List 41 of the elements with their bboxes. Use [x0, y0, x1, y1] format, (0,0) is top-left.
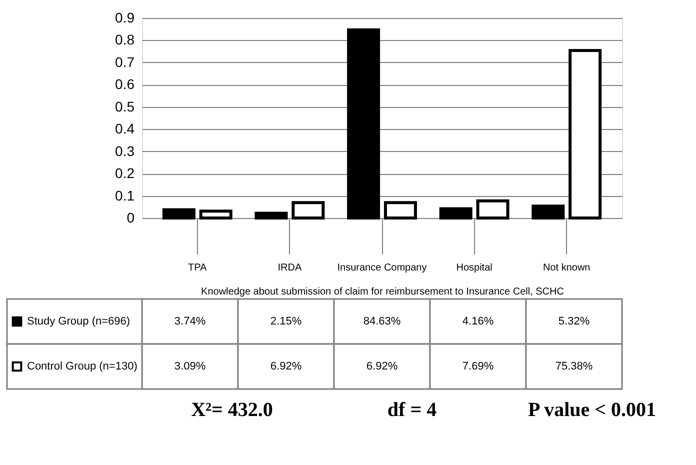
y-tick-label: 0.7: [115, 54, 135, 70]
bar: [254, 212, 288, 220]
data-label: 5.32%: [558, 316, 590, 328]
text: X²= 432.0: [191, 399, 273, 421]
data-label: 75.38%: [555, 360, 593, 372]
x-axis-title: Knowledge about submission of claim for reimbursement to Insurance Cell, SCHC: [201, 286, 564, 298]
x-tick-label: Hospital: [456, 262, 492, 274]
data-label: 3.09%: [174, 360, 206, 372]
bar: [568, 48, 602, 220]
bar: [292, 201, 325, 220]
x-tick-label: TPA: [188, 262, 208, 274]
y-tick-label: 0.6: [115, 76, 135, 92]
legend-label: Control Group (n=130): [27, 360, 138, 372]
bar: [532, 204, 565, 220]
bar: [199, 210, 232, 220]
data-label: 2.15%: [270, 316, 302, 328]
data-label: 6.92%: [366, 360, 398, 372]
y-tick-label: 0.8: [115, 32, 135, 48]
x-tick-label: Not known: [542, 262, 590, 274]
y-tick-label: 0.2: [115, 165, 135, 182]
x-tick-label: Insurance Company: [337, 262, 427, 274]
bar: [476, 199, 510, 220]
data-label: 3.74%: [174, 316, 206, 328]
y-tick-label: 0.3: [115, 142, 135, 159]
y-tick-label: 0.1: [115, 187, 135, 204]
x-tick-label: IRDA: [278, 262, 302, 274]
bar: [384, 201, 417, 220]
y-tick-label: 0.9: [115, 10, 135, 26]
data-label: 4.16%: [462, 316, 494, 328]
data-label: 84.63%: [363, 316, 401, 328]
legend-label: Study Group (n=696): [27, 316, 130, 328]
bar: [162, 208, 196, 220]
text: P value < 0.001: [528, 399, 656, 421]
y-tick-label: 0.5: [115, 98, 135, 114]
y-tick-label: 0: [126, 210, 135, 226]
data-label: 7.69%: [462, 360, 494, 372]
text: df = 4: [387, 399, 437, 421]
y-tick-label: 0.4: [115, 120, 135, 137]
data-label: 6.92%: [270, 360, 302, 372]
bar: [439, 207, 472, 220]
bar: [347, 28, 380, 220]
